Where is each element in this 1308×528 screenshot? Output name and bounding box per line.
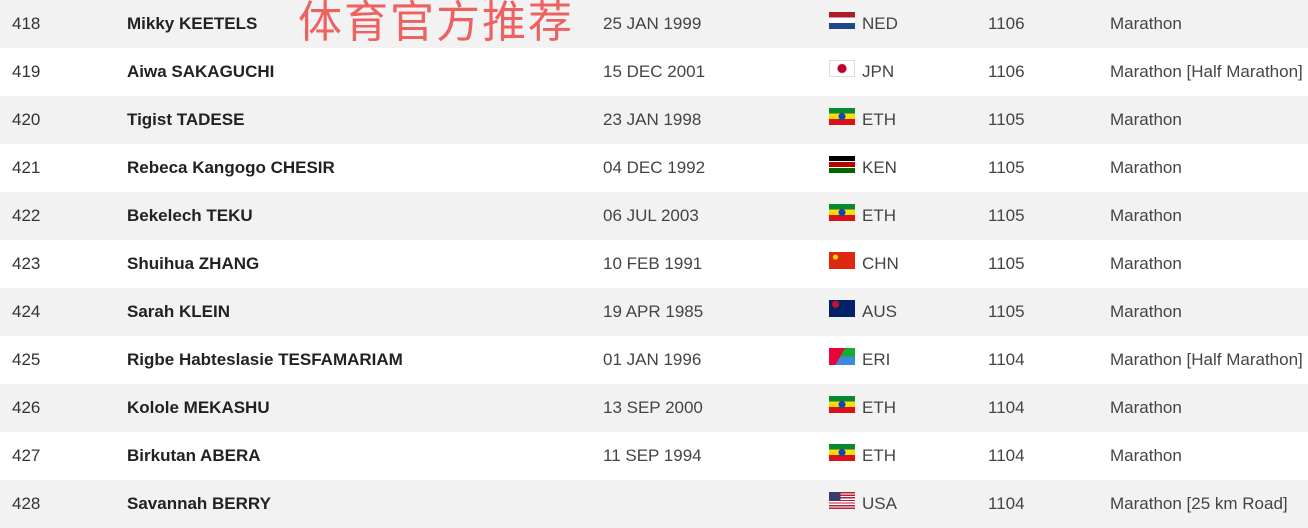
name-cell[interactable]: Shuihua ZHANG xyxy=(127,254,260,273)
event-cell: Marathon xyxy=(1110,254,1182,273)
name-cell[interactable]: Aiwa SAKAGUCHI xyxy=(127,62,275,81)
score-cell: 1105 xyxy=(988,110,1025,129)
table-row: 422 Bekelech TEKU 06 JUL 2003 ETH 1105 Marath… xyxy=(0,192,1308,240)
country-cell: ETH xyxy=(862,398,896,417)
name-cell[interactable]: Tigist TADESE xyxy=(127,110,245,129)
country-cell: JPN xyxy=(862,62,895,81)
table-row: 420 Tigist TADESE 23 JAN 1998 ETH 1105 Marath… xyxy=(0,96,1308,144)
score-cell: 1106 xyxy=(988,14,1025,33)
rank-cell: 421 xyxy=(12,158,41,177)
dob-cell: 19 APR 1985 xyxy=(603,302,704,321)
aus-flag-icon xyxy=(829,300,855,317)
event-cell: Marathon xyxy=(1110,398,1182,417)
eri-flag-icon xyxy=(829,348,855,365)
event-cell: Marathon xyxy=(1110,446,1182,465)
name-cell[interactable]: Sarah KLEIN xyxy=(127,302,230,321)
event-cell: Marathon xyxy=(1110,158,1182,177)
name-cell[interactable]: Mikky KEETELS xyxy=(127,14,258,33)
score-cell: 1105 xyxy=(988,254,1025,273)
dob-cell: 23 JAN 1998 xyxy=(603,110,702,129)
rank-cell: 424 xyxy=(12,302,41,321)
score-cell: 1105 xyxy=(988,206,1025,225)
usa-flag-icon xyxy=(829,492,855,509)
dob-cell: 13 SEP 2000 xyxy=(603,398,703,417)
table-row: 424 Sarah KLEIN 19 APR 1985 AUS 1105 Marathon xyxy=(0,288,1308,336)
eth-flag-icon xyxy=(829,396,855,413)
table-row: 418 Mikky KEETELS 25 JAN 1999 NED 1106 Marath… xyxy=(0,0,1308,48)
name-cell[interactable]: Rigbe Habteslasie TESFAMARIAM xyxy=(127,350,403,369)
score-cell: 1106 xyxy=(988,62,1025,81)
score-cell: 1104 xyxy=(988,350,1025,369)
event-cell: Marathon [Half Marathon] xyxy=(1110,350,1303,369)
table-row: 425 Rigbe Habteslasie TESFAMARIAM 01 JAN 1… xyxy=(0,336,1308,384)
rank-cell: 419 xyxy=(12,62,41,81)
table-row: 426 Kolole MEKASHU 13 SEP 2000 ETH 1104 Marat… xyxy=(0,384,1308,432)
table-row: 421 Rebeca Kangogo CHESIR 04 DEC 1992 KEN 11… xyxy=(0,144,1308,192)
score-cell: 1105 xyxy=(988,302,1025,321)
table-row: 423 Shuihua ZHANG 10 FEB 1991 CHN 1105 Marath… xyxy=(0,240,1308,288)
table-row: 427 Birkutan ABERA 11 SEP 1994 ETH 1104 Marat… xyxy=(0,432,1308,480)
event-cell: Marathon xyxy=(1110,206,1182,225)
dob-cell: 25 JAN 1999 xyxy=(603,14,702,33)
jpn-flag-icon xyxy=(829,60,855,77)
table-row: 419 Aiwa SAKAGUCHI 15 DEC 2001 JPN 1106 Marat… xyxy=(0,48,1308,96)
name-cell[interactable]: Rebeca Kangogo CHESIR xyxy=(127,158,335,177)
country-cell: KEN xyxy=(862,158,897,177)
chn-flag-icon xyxy=(829,252,855,269)
score-cell: 1104 xyxy=(988,398,1025,417)
event-cell: Marathon [25 km Road] xyxy=(1110,494,1288,513)
name-cell[interactable]: Kolole MEKASHU xyxy=(127,398,270,417)
eth-flag-icon xyxy=(829,108,855,125)
score-cell: 1104 xyxy=(988,446,1025,465)
eth-flag-icon xyxy=(829,444,855,461)
event-cell: Marathon xyxy=(1110,302,1182,321)
ken-flag-icon xyxy=(829,156,855,173)
dob-cell: 15 DEC 2001 xyxy=(603,62,706,81)
country-cell: USA xyxy=(862,494,897,513)
country-cell: ERI xyxy=(862,350,891,369)
dob-cell: 06 JUL 2003 xyxy=(603,206,699,225)
country-cell: CHN xyxy=(862,254,899,273)
rank-cell: 427 xyxy=(12,446,41,465)
score-cell: 1104 xyxy=(988,494,1025,513)
dob-cell: 10 FEB 1991 xyxy=(603,254,703,273)
event-cell: Marathon xyxy=(1110,110,1182,129)
ned-flag-icon xyxy=(829,12,855,29)
name-cell[interactable]: Bekelech TEKU xyxy=(127,206,253,225)
rank-cell: 426 xyxy=(12,398,41,417)
dob-cell: 04 DEC 1992 xyxy=(603,158,706,177)
rank-cell: 422 xyxy=(12,206,41,225)
country-cell: ETH xyxy=(862,110,896,129)
rank-cell: 418 xyxy=(12,14,41,33)
country-cell: NED xyxy=(862,14,898,33)
eth-flag-icon xyxy=(829,204,855,221)
rank-cell: 425 xyxy=(12,350,41,369)
table-row: 428 Savannah BERRY USA 1104 Marathon [25 km … xyxy=(0,480,1308,528)
name-cell[interactable]: Savannah BERRY xyxy=(127,494,271,513)
rank-cell: 423 xyxy=(12,254,41,273)
rank-cell: 428 xyxy=(12,494,41,513)
event-cell: Marathon [Half Marathon] xyxy=(1110,62,1303,81)
score-cell: 1105 xyxy=(988,158,1025,177)
country-cell: AUS xyxy=(862,302,897,321)
dob-cell: 01 JAN 1996 xyxy=(603,350,702,369)
rank-cell: 420 xyxy=(12,110,41,129)
name-cell[interactable]: Birkutan ABERA xyxy=(127,446,261,465)
event-cell: Marathon xyxy=(1110,14,1182,33)
country-cell: ETH xyxy=(862,446,896,465)
dob-cell: 11 SEP 1994 xyxy=(603,446,702,465)
country-cell: ETH xyxy=(862,206,896,225)
